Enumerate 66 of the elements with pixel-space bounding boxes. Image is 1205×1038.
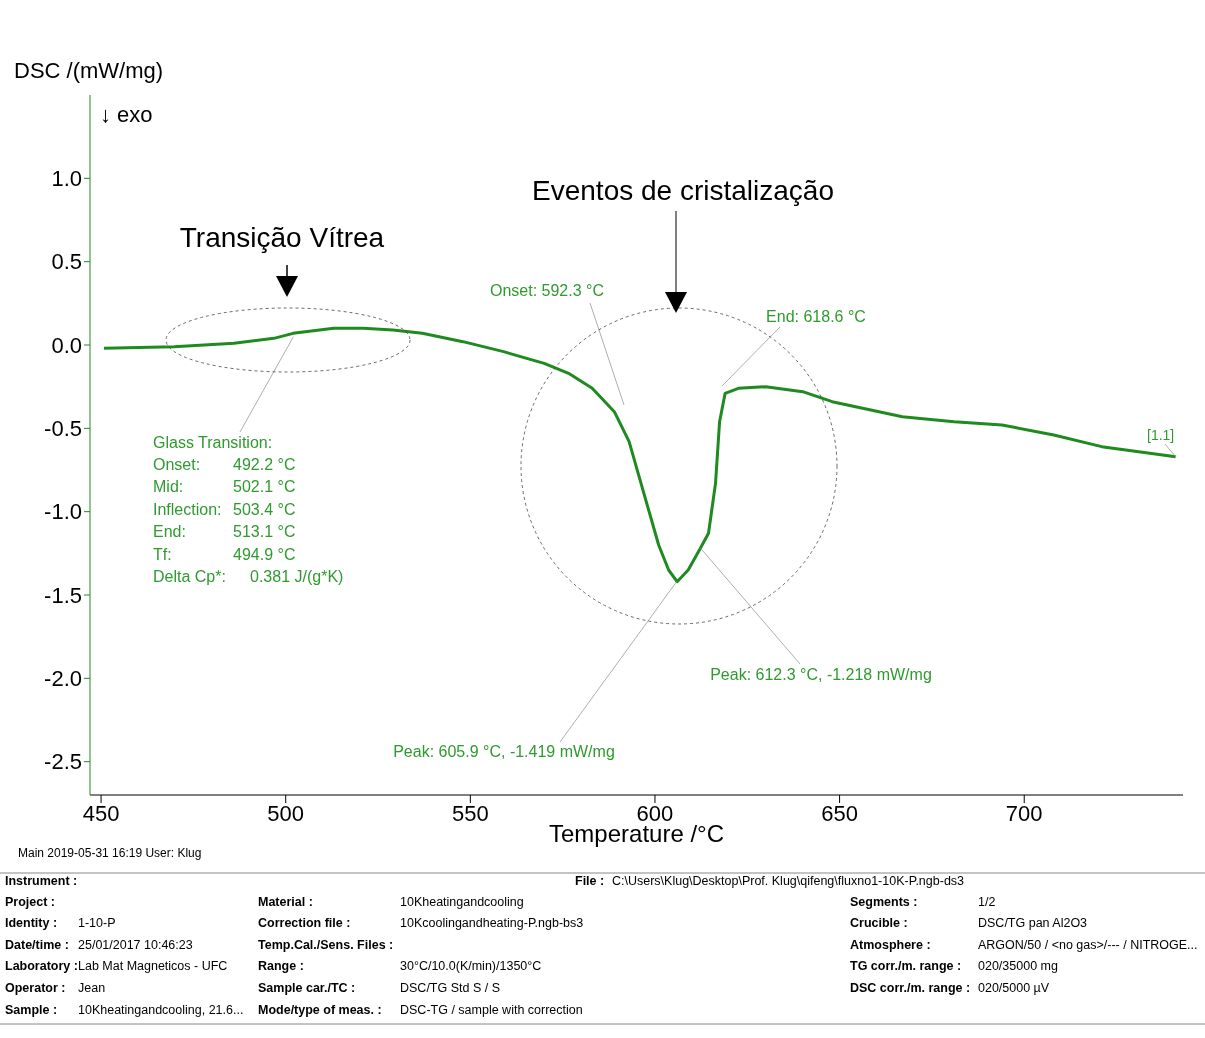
y-axis-title: DSC /(mW/mg) [14, 58, 164, 83]
annotation: End: 618.6 °C [766, 308, 866, 325]
line-series [102, 326, 1178, 584]
annotation: [1.1] [1147, 427, 1175, 443]
y-tick-label: -2.0 [44, 666, 82, 692]
y-tick-label: -2.5 [44, 749, 82, 775]
text: Instrument : [5, 874, 78, 888]
y-tick-label: 1.0 [51, 166, 82, 192]
text: Jean [78, 981, 106, 995]
text: Material : [258, 895, 313, 909]
text: C:\Users\Klug\Desktop\Prof. Klug\qifeng\fluxno1-10K-P.ngb-ds3 [612, 874, 965, 888]
text: Identity : [5, 916, 58, 930]
y-tick-label: -0.5 [44, 416, 82, 442]
text: Mid: 502.1 °C [153, 478, 296, 496]
y-tick-label: 0.0 [51, 332, 82, 358]
annotation: ↓ exo [100, 102, 153, 127]
text: DSC corr./m. range : [850, 981, 971, 995]
annotation: Glass Transition: [153, 434, 273, 451]
text: Project : [5, 895, 56, 909]
text: Onset: 492.2 °C [153, 456, 296, 473]
text: 1-10-P [78, 916, 116, 930]
text: Laboratory : [5, 959, 78, 973]
text: Operator : [5, 981, 66, 995]
text: ARGON/50 / <no gas>/--- / NITROGE... [978, 938, 1198, 952]
text: 1/2 [978, 895, 996, 909]
text: DSC-TG / sample with correction [400, 1003, 583, 1017]
text: TG corr./m. range : [850, 959, 962, 973]
text: Crucible : [850, 916, 908, 930]
text: 020/35000 mg [978, 959, 1058, 973]
text: DSC/TG Std S / S [400, 981, 501, 995]
text: Sample car./TC : [258, 981, 356, 995]
text: 10Kcoolingandheating-P.ngb-bs3 [400, 916, 584, 930]
text: File : [575, 874, 605, 888]
x-tick-label: 700 [1005, 800, 1043, 826]
x-tick-label: 450 [82, 800, 120, 826]
annotation: Onset: 592.3 °C [489, 282, 605, 299]
text: Main 2019-05-31 16:19 User: Klug [18, 846, 202, 860]
text: End: 513.1 °C [153, 523, 296, 541]
text: Correction file : [258, 916, 351, 930]
y-tick-label: 0.5 [51, 249, 82, 275]
text: Mode/type of meas. : [258, 1003, 382, 1017]
text: 10Kheatingandcooling, 21.6... [78, 1003, 244, 1017]
text: 30°C/10.0(K/min)/1350°C [400, 959, 542, 973]
text: DSC/TG pan Al2O3 [978, 916, 1088, 930]
text: Lab Mat Magneticos - UFC [78, 959, 228, 973]
text: 25/01/2017 10:46:23 [78, 938, 193, 952]
text: Segments : [850, 895, 918, 909]
annotation: Inflection: 503.4 °C [153, 500, 296, 518]
text: Tf: 494.9 °C [153, 545, 296, 563]
text: Range : [258, 959, 304, 973]
text: 020/5000 µV [978, 981, 1050, 995]
x-tick-label: 500 [267, 800, 305, 826]
y-tick-label: -1.5 [44, 582, 82, 608]
annotation: Peak: 612.3 °C, -1.218 mW/mg [710, 666, 932, 683]
x-tick-label: 550 [451, 800, 489, 826]
y-tick-label: -1.0 [44, 499, 82, 525]
annotation: Transição Vítrea [179, 222, 385, 253]
text: 10Kheatingandcooling [400, 895, 524, 909]
text: Temp.Cal./Sens. Files : [258, 938, 394, 952]
text: Atmosphere : [850, 938, 931, 952]
annotation: Peak: 605.9 °C, -1.419 mW/mg [393, 743, 615, 760]
text: Delta Cp*: 0.381 J/(g*K) [153, 568, 344, 585]
annotation: Eventos de cristalização [532, 175, 834, 206]
text: Date/time : [5, 938, 69, 952]
x-tick-label: 650 [821, 800, 858, 826]
text: Sample : [5, 1003, 58, 1017]
